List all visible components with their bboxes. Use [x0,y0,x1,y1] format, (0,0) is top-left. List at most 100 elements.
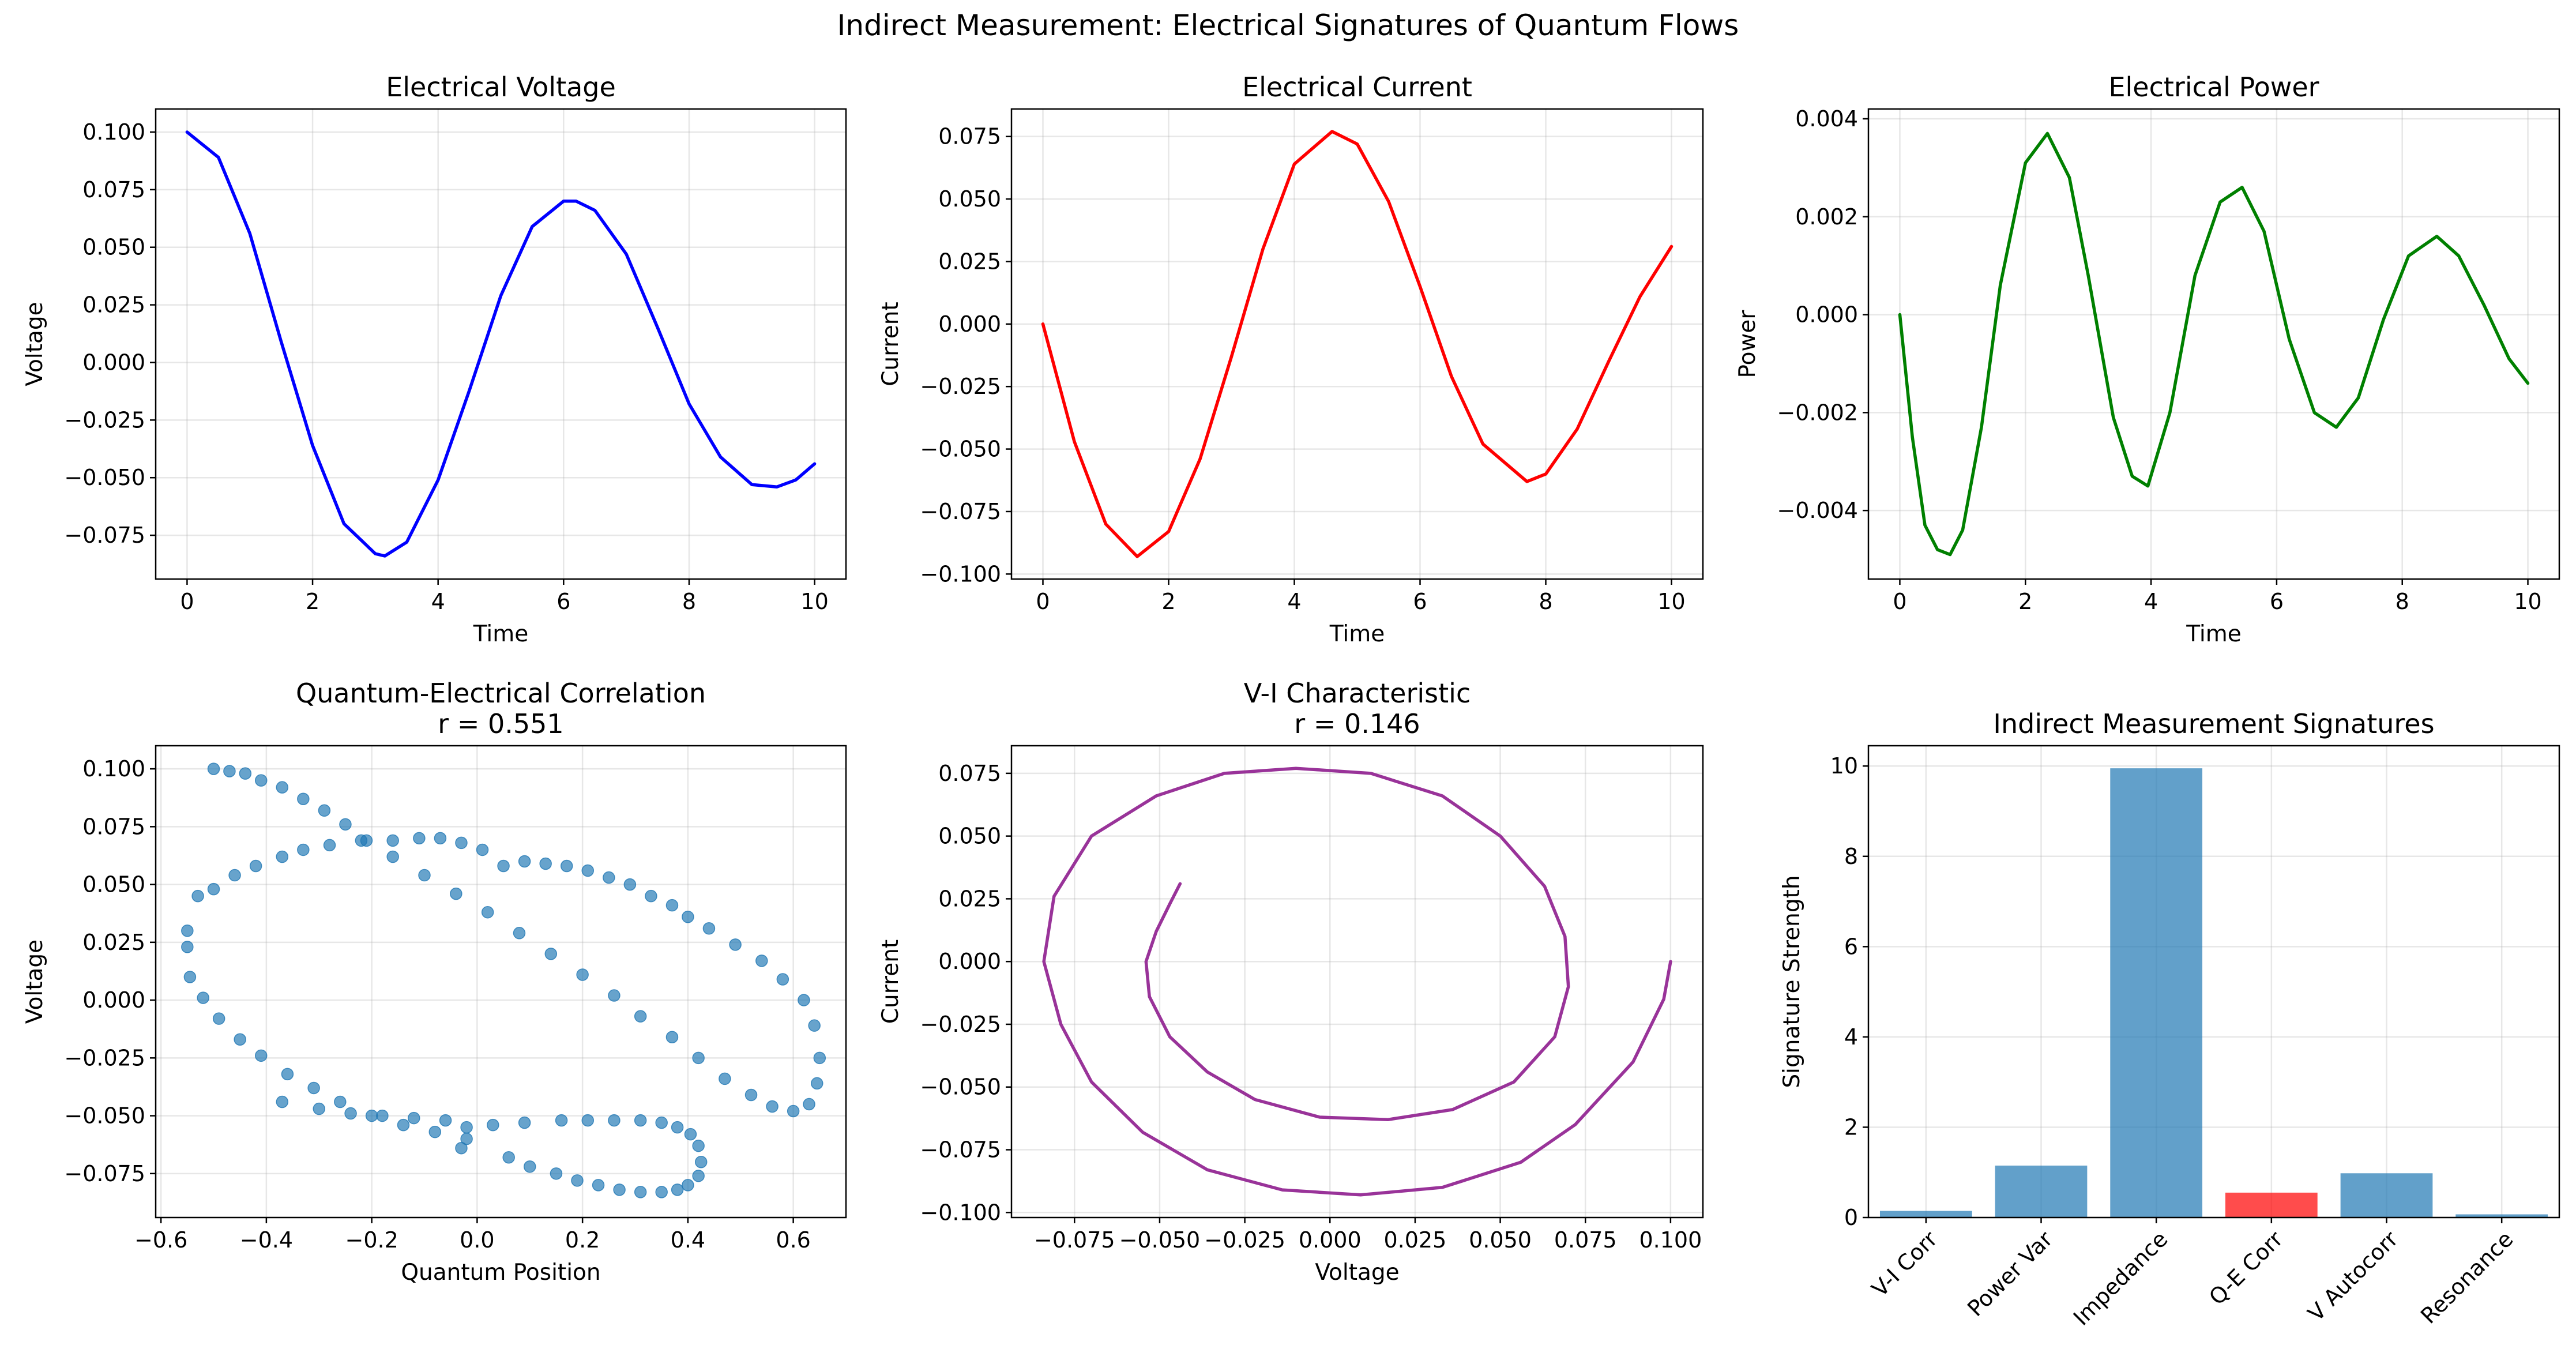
scatter-point [539,857,552,870]
scatter-point [729,938,742,951]
scatter-point [808,1019,821,1032]
bars-ytick-label: 2 [1844,1114,1858,1140]
bars-ytick-label: 6 [1844,934,1858,959]
scatter-point [692,1170,705,1182]
vi-ytick-label: 0.000 [938,949,1001,974]
vi-xtick-label: 0.000 [1299,1227,1362,1253]
scatter-point [254,1049,268,1062]
power-ylabel: Power [1735,310,1761,378]
scatter-point [766,1100,779,1113]
current-xtick-label: 6 [1413,589,1427,614]
scatter-point [397,1118,410,1132]
scatter-point [813,1051,826,1065]
scatter-point [183,971,197,983]
vi-xtick-label: −0.050 [1119,1227,1201,1253]
scatter-point [197,991,209,1004]
voltage-ytick-label: 0.100 [82,119,145,145]
scatter-point [481,905,494,919]
scatter-point [434,832,447,845]
voltage-xtick-label: 4 [431,589,445,614]
vi-xtick-label: 0.050 [1469,1227,1532,1253]
scatter-point [339,818,352,831]
vi-xlabel: Voltage [1315,1260,1399,1286]
power-ytick-label: 0.002 [1795,204,1858,230]
bar-5 [2455,1214,2548,1218]
bar-0 [1879,1211,1972,1218]
vi-xtick-label: −0.075 [1034,1227,1115,1253]
vi-xtick-label: 0.025 [1384,1227,1447,1253]
power-line [1898,131,2530,557]
scatter-point [234,1033,246,1046]
scatter-point [450,887,462,900]
scatter-point [513,927,526,940]
vi-ytick-label: −0.050 [920,1074,1001,1100]
scatter-point [318,804,331,817]
scatter-point [682,1179,694,1192]
scatter-point [455,1141,468,1155]
scatter-point [665,1031,679,1043]
scatter-point [645,889,657,903]
scatter-point [655,1116,668,1129]
scatter-point [608,989,621,1002]
power-ytick-label: −0.004 [1777,498,1858,523]
scatter-point [665,899,679,912]
scatter-point [460,1121,473,1134]
bars-ylabel: Signature Strength [1779,875,1805,1088]
voltage-xlabel: Time [473,621,528,647]
current-ytick-label: 0.075 [938,124,1001,149]
scatter-point [694,1156,708,1168]
scatter-point [608,1114,621,1127]
scatter-ytick-label: −0.025 [64,1045,145,1070]
scatter-point [297,792,310,805]
scatter-point [692,1139,705,1152]
voltage-ytick-label: −0.025 [64,407,145,433]
scatter-point [181,925,194,937]
power-xtick-label: 6 [2270,589,2284,614]
vi-line [1042,766,1672,1197]
scatter-point [776,973,789,986]
bar-category-label: Q-E Corr [2204,1226,2288,1310]
current-ytick-label: −0.075 [920,499,1001,524]
power-ytick-label: 0.000 [1795,302,1858,328]
scatter-point [798,994,810,1006]
scatter-point [407,1111,420,1125]
scatter-point [787,1104,800,1118]
scatter-point [502,1151,515,1164]
voltage-line [185,130,817,558]
current-xlabel: Time [1329,621,1385,647]
scatter-point [576,968,589,981]
vi-ylabel: Current [878,940,904,1024]
power-xtick-label: 4 [2144,589,2158,614]
power-axes-frame [1867,108,2560,580]
current-ytick-label: 0.050 [938,186,1001,212]
scatter-point [439,1114,452,1127]
scatter-point [692,1051,705,1065]
voltage-ytick-label: 0.075 [82,177,145,202]
bar-category-label: Impedance [2069,1226,2173,1331]
voltage-ytick-label: −0.075 [64,523,145,548]
vi-ytick-label: −0.075 [920,1137,1001,1163]
current-xtick-label: 4 [1287,589,1301,614]
scatter-ytick-label: 0.100 [82,756,145,781]
current-ytick-label: 0.025 [938,249,1001,274]
vi-subtitle: r = 0.146 [1294,708,1420,739]
bar-1 [1995,1165,2088,1218]
scatter-ytick-label: −0.075 [64,1161,145,1186]
scatter-point [487,1118,499,1132]
scatter-point [518,1116,531,1129]
scatter-xtick-label: 0.0 [460,1227,494,1253]
power-xtick-label: 2 [2018,589,2032,614]
current-ytick-label: 0.000 [938,311,1001,337]
scatter-point [497,859,510,873]
scatter-point [355,834,368,847]
voltage-xtick-label: 0 [180,589,194,614]
scatter-point [613,1183,626,1196]
current-line [1041,130,1674,558]
voltage-xtick-label: 8 [682,589,696,614]
scatter-point [276,1095,289,1109]
bar-4 [2340,1173,2433,1218]
scatter-point [623,878,637,891]
voltage-ytick-label: 0.050 [82,235,145,260]
scatter-ytick-label: 0.050 [82,872,145,897]
current-axes-frame [1010,108,1704,580]
